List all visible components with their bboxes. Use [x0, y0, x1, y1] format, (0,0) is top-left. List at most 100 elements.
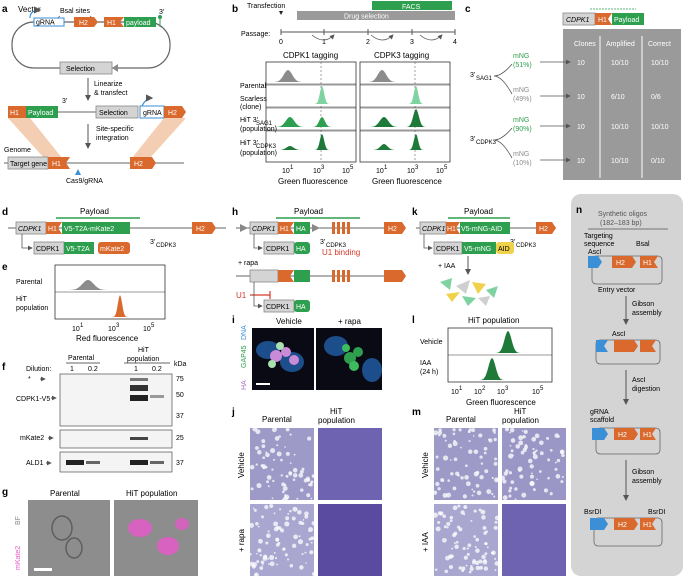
- h-payload: Payload: [294, 207, 323, 216]
- plaque: [267, 485, 270, 488]
- plaque: [521, 430, 524, 432]
- plaque: [279, 528, 285, 533]
- plaque: [452, 441, 458, 447]
- h1-genome-label: H1: [52, 161, 61, 168]
- plaque: [463, 513, 466, 516]
- d-three-prime: 3': [150, 239, 155, 246]
- grna-linear-label: gRNA: [143, 110, 162, 117]
- n-gibson1: Gibson: [632, 301, 654, 308]
- panel-f: f Parental HiT population Dilution: 1 0.…: [2, 347, 187, 473]
- plaque: [260, 560, 265, 565]
- plaque: [494, 557, 497, 560]
- plaque: [458, 527, 463, 532]
- plaque: [295, 508, 298, 511]
- plaque: [267, 557, 270, 560]
- plaque: [520, 450, 525, 455]
- plaque: [299, 469, 304, 474]
- plaque: [297, 509, 302, 515]
- plaque: [554, 433, 560, 438]
- panel-c: c CDPK1 H1 Payload Clones Amplified Corr…: [465, 4, 681, 180]
- plaque: [253, 508, 257, 512]
- plaque: [264, 505, 269, 510]
- plaque: [452, 505, 458, 511]
- plaque: [473, 471, 479, 477]
- plaque: [462, 546, 466, 551]
- plaque: [535, 449, 538, 452]
- plaque: [311, 521, 316, 526]
- c-amplified: 10/10: [611, 158, 629, 165]
- panel-a: a Vector Bsal sites gRNA H2 H1 payload 3…: [2, 4, 186, 185]
- panel-m: m Parental HiT population Vehicle + IAA: [412, 407, 566, 576]
- plaque: [523, 429, 528, 434]
- plaque: [483, 566, 489, 571]
- c-amplified: 10/10: [611, 60, 629, 67]
- plaque: [296, 497, 299, 500]
- panel-letter-f: f: [2, 362, 6, 373]
- panel-letter-l: l: [412, 315, 415, 326]
- plaque: [453, 542, 456, 545]
- plaque: [311, 474, 316, 478]
- n-h1c: H1: [643, 522, 652, 529]
- plaque: [470, 519, 473, 522]
- histogram-trace: [362, 109, 448, 127]
- plaque: [251, 564, 256, 569]
- tick-exp: 1: [80, 323, 84, 329]
- plaque: [432, 490, 438, 495]
- plaque: [480, 509, 486, 515]
- plaque: [304, 514, 309, 519]
- plaque: [269, 555, 275, 561]
- plaque: [261, 515, 265, 519]
- plaque: [452, 533, 457, 538]
- c-label-sag1-sub: SAG1: [476, 76, 493, 82]
- panel-letter-i: i: [232, 315, 235, 326]
- d-v5t2a: V5-T2A-mKate2: [64, 226, 114, 233]
- row-hit-sag1: HiT 3': [240, 117, 258, 124]
- k-cdpk1: CDPK1: [422, 226, 445, 233]
- plaque: [508, 494, 512, 498]
- n-background: [571, 194, 683, 576]
- row-hit-cdpk3-sub: CDPK3: [256, 144, 277, 150]
- plaque: [509, 431, 512, 434]
- plaque: [531, 436, 537, 442]
- h-prod2-ha: HA: [296, 304, 306, 311]
- d-prod-mkate: mKate2: [100, 246, 124, 253]
- site-specific-label: Site-specific: [96, 126, 134, 133]
- panel-letter-b: b: [232, 4, 238, 15]
- h-prod1-cdpk1: CDPK1: [266, 246, 289, 253]
- plaque: [271, 468, 274, 471]
- i-vehicle: Vehicle: [276, 317, 302, 326]
- f-hit: HiT: [138, 347, 150, 354]
- h-prod1-ha: HA: [296, 246, 306, 253]
- plaque: [447, 443, 453, 449]
- n-ascl: AscI: [588, 249, 602, 256]
- plaque: [284, 446, 286, 448]
- plaque: [493, 461, 498, 466]
- tick: 10: [436, 168, 444, 175]
- plaque: [435, 481, 440, 487]
- plaque: [274, 436, 280, 441]
- panel-h: h Payload CDPK1 H1 HA 3' CDPK3 U1 bindin…: [232, 207, 406, 313]
- histogram-trace: [57, 295, 163, 317]
- vector-label: Vector: [18, 5, 41, 14]
- plaque: [452, 428, 456, 432]
- plaque: [509, 444, 512, 447]
- plaque: [531, 472, 533, 475]
- h-ha: HA: [296, 226, 306, 233]
- plaque: [284, 494, 290, 500]
- plaque: [561, 453, 565, 458]
- g-image-hit: [114, 500, 198, 576]
- bsal-sites-label: Bsal sites: [60, 8, 90, 15]
- plaque: [285, 516, 290, 521]
- plaque: [262, 456, 266, 460]
- tick: 10: [451, 389, 459, 396]
- plaque: [500, 475, 506, 481]
- plaque: [437, 487, 441, 491]
- panel-letter-j: j: [231, 407, 235, 418]
- f-ald1: ALD1: [26, 460, 44, 467]
- n-h1: H1: [643, 260, 652, 267]
- plaque: [273, 551, 276, 554]
- tick: 10: [376, 168, 384, 175]
- plaque: [257, 450, 262, 455]
- plaque: [435, 455, 439, 459]
- plaque: [473, 509, 477, 513]
